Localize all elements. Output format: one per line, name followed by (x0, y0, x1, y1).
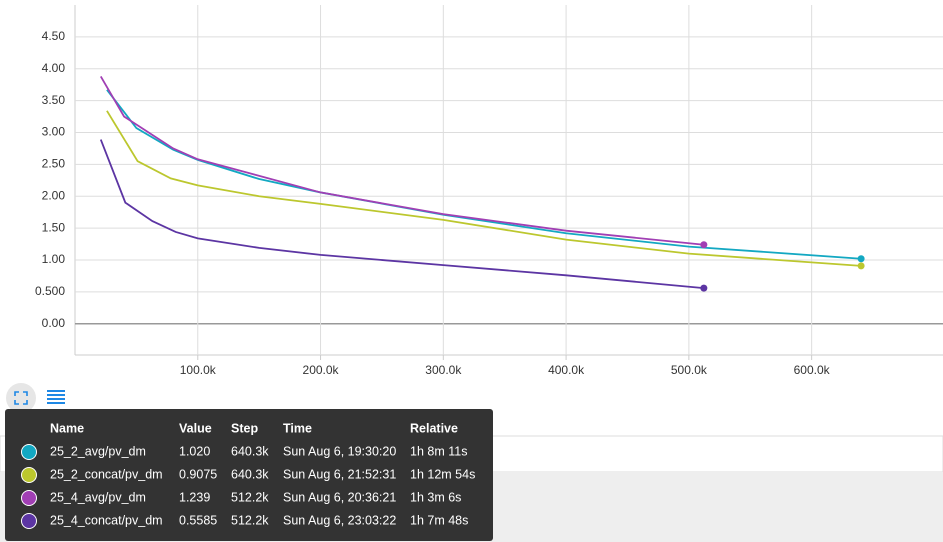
cell: 1.020 (179, 444, 210, 458)
y-tick-label: 3.50 (42, 93, 66, 107)
cell: 1h 8m 11s (410, 444, 467, 458)
y-tick-label: 0.00 (42, 316, 66, 330)
x-tick-label: 200.0k (303, 363, 340, 377)
end-point (700, 284, 708, 292)
series-line (106, 89, 862, 260)
series-swatch (21, 490, 37, 506)
end-point (857, 255, 865, 263)
y-tick-label: 1.50 (42, 220, 66, 234)
series-line (106, 110, 862, 267)
series-swatch (21, 513, 37, 529)
cell: 512.2k (231, 513, 269, 527)
y-tick-label: 2.00 (42, 188, 66, 202)
y-tick-label: 1.00 (42, 252, 66, 266)
y-tick-label: 0.500 (35, 284, 65, 298)
cell: 640.3k (231, 467, 269, 481)
column-header: Time (283, 421, 312, 435)
fullscreen-button[interactable] (6, 383, 36, 413)
series-line (99, 139, 704, 290)
x-tick-label: 300.0k (425, 363, 462, 377)
x-tick-label: 500.0k (671, 363, 708, 377)
cell: 0.9075 (179, 467, 217, 481)
cell: 512.2k (231, 490, 269, 504)
cell: 25_4_concat/pv_dm (50, 513, 163, 527)
column-header: Step (231, 421, 258, 435)
cell: 1h 12m 54s (410, 467, 475, 481)
column-header: Value (179, 421, 212, 435)
cell: 1h 3m 6s (410, 490, 461, 504)
cell: Sun Aug 6, 23:03:22 (283, 513, 396, 527)
cell: 25_2_concat/pv_dm (50, 467, 163, 481)
series-line (100, 75, 704, 246)
cell: 25_2_avg/pv_dm (50, 444, 146, 458)
tooltip: Name Value Step Time Relative 25_2_avg/pv_dm 1… (5, 409, 493, 541)
y-tick-label: 2.50 (42, 157, 66, 171)
x-tick-label: 600.0k (794, 363, 831, 377)
cell: Sun Aug 6, 21:52:31 (283, 467, 396, 481)
cell: Sun Aug 6, 20:36:21 (283, 490, 396, 504)
end-point (700, 241, 708, 249)
cell: 1.239 (179, 490, 210, 504)
fullscreen-icon (14, 391, 28, 405)
x-tick-label: 100.0k (180, 363, 217, 377)
column-header: Name (50, 421, 84, 435)
y-tick-label: 4.50 (42, 29, 66, 43)
tooltip-background (5, 409, 493, 541)
cell: 0.5585 (179, 513, 217, 527)
series-swatch (21, 467, 37, 483)
plot-area: 0.00 0.500 1.00 1.50 2.00 2.50 3.00 3.50 4.00 4.5… (35, 5, 943, 377)
column-header: Relative (410, 421, 458, 435)
cell: 1h 7m 48s (410, 513, 468, 527)
y-tick-label: 3.00 (42, 125, 66, 139)
cell: 640.3k (231, 444, 269, 458)
cell: Sun Aug 6, 19:30:20 (283, 444, 396, 458)
cell: 25_4_avg/pv_dm (50, 490, 146, 504)
y-tick-label: 4.00 (42, 61, 66, 75)
data-list-button[interactable] (47, 390, 65, 404)
x-tick-label: 400.0k (548, 363, 585, 377)
series-swatch (21, 444, 37, 460)
end-point (857, 262, 865, 270)
